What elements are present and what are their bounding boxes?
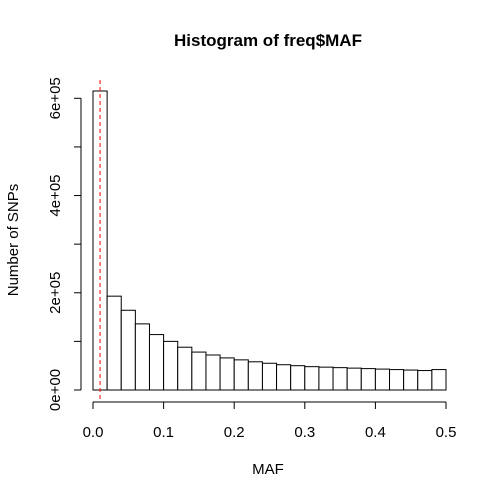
x-tick-label: 0.2	[224, 424, 245, 441]
y-axis: 0e+00 2e+05 4e+05 6e+05	[47, 77, 82, 411]
histogram-bar	[163, 340, 179, 391]
histogram-bar	[417, 370, 433, 391]
bars-group	[92, 90, 447, 391]
histogram-bar	[191, 351, 207, 391]
histogram-bar	[389, 369, 405, 391]
x-axis: 0.0 0.1 0.2 0.3 0.4 0.5	[83, 401, 457, 441]
histogram-bar	[92, 90, 108, 391]
histogram-bar	[403, 369, 419, 391]
histogram-bar	[247, 361, 263, 391]
y-tick-label: 0e+00	[47, 369, 64, 411]
histogram-bar	[332, 367, 348, 391]
x-tick-label: 0.1	[153, 424, 174, 441]
x-tick-label: 0.5	[436, 424, 457, 441]
histogram-bar	[233, 359, 249, 391]
x-tick-label: 0.3	[294, 424, 315, 441]
x-axis-label: MAF	[252, 461, 284, 478]
histogram-bar	[304, 366, 320, 391]
chart-title: Histogram of freq$MAF	[174, 31, 362, 50]
y-tick-label: 6e+05	[47, 77, 64, 119]
histogram-bar	[120, 309, 136, 391]
histogram-bar	[106, 295, 122, 391]
x-tick-label: 0.0	[83, 424, 104, 441]
histogram-bar	[261, 362, 278, 391]
histogram-bar	[290, 365, 306, 391]
histogram-bar	[360, 368, 376, 391]
histogram-bar	[177, 346, 193, 391]
histogram-bar	[374, 368, 391, 391]
histogram-bar	[346, 367, 362, 391]
y-axis-label: Number of SNPs	[5, 184, 22, 297]
histogram-bar	[276, 364, 292, 391]
histogram-bar	[148, 334, 165, 391]
histogram-bar	[134, 323, 150, 391]
histogram-bar	[219, 357, 235, 391]
y-tick-label: 4e+05	[47, 174, 64, 216]
x-tick-label: 0.4	[365, 424, 386, 441]
histogram-bar	[431, 369, 447, 391]
y-tick-label: 2e+05	[47, 272, 64, 314]
histogram-bar	[318, 366, 334, 391]
histogram-bar	[205, 354, 221, 391]
